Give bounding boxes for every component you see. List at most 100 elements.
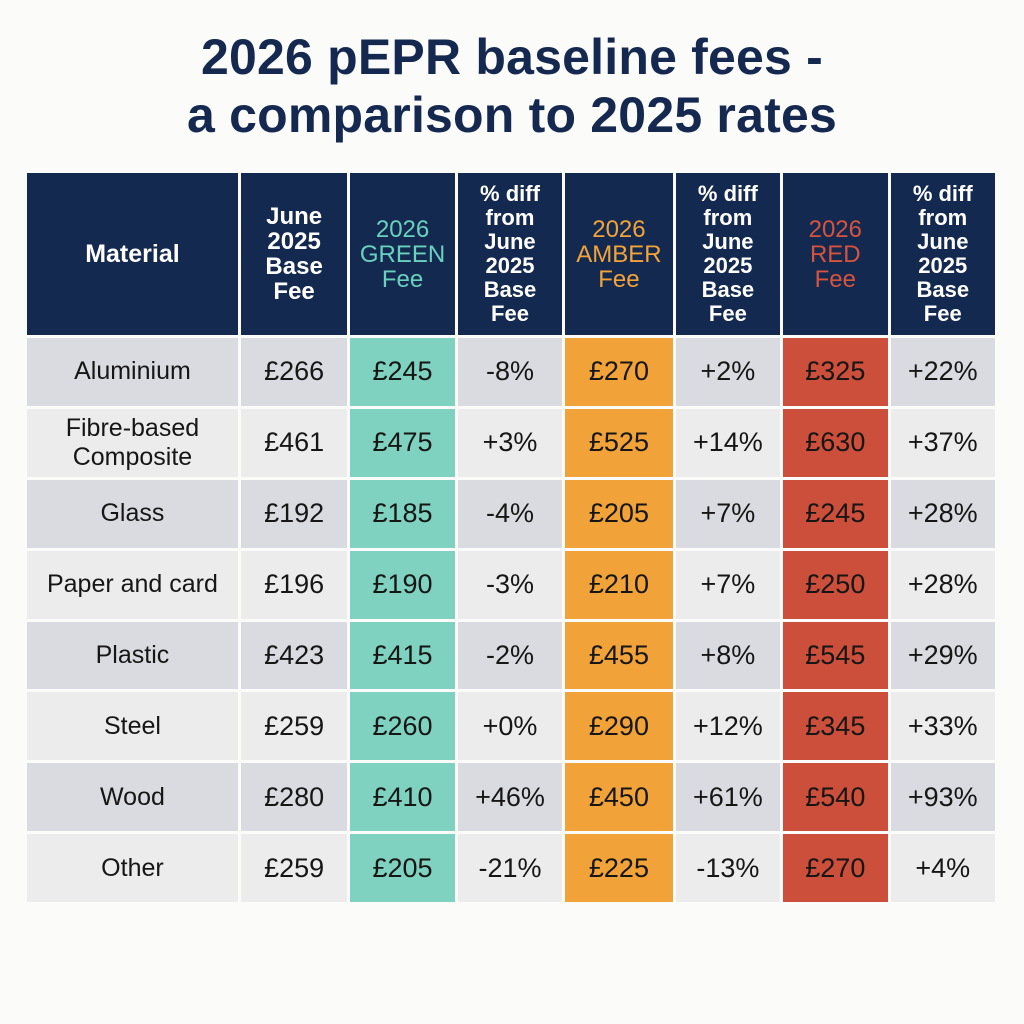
green-diff-cell: +46%	[457, 763, 563, 832]
table-row: Fibre-based Composite £461 £475 +3% £525 +14% £…	[27, 408, 995, 477]
red-diff-cell: +37%	[890, 408, 995, 477]
table-row: Paper and card £196 £190 -3% £210 +7% £250 +28%	[27, 550, 995, 619]
amber-cell: £290	[565, 692, 673, 761]
title-line-2: a comparison to 2025 rates	[187, 87, 837, 143]
column-header-line: June	[484, 229, 536, 254]
red-diff-cell: +28%	[890, 550, 995, 619]
material-label: Paper and card	[46, 570, 218, 599]
column-header-line: 2025	[703, 253, 753, 278]
column-header-red-fee: 2026 RED Fee	[783, 173, 888, 335]
material-label: Glass	[100, 499, 165, 528]
table-row: Glass £192 £185 -4% £205 +7% £245 +28%	[27, 479, 995, 548]
column-header-line: from	[703, 205, 753, 230]
column-header-line: Fee	[814, 265, 856, 293]
red-diff-cell: +29%	[890, 621, 995, 690]
red-cell: £345	[783, 692, 888, 761]
red-cell: £250	[783, 550, 888, 619]
column-header-line: Base	[265, 253, 323, 280]
june-2025-cell: £259	[240, 834, 348, 902]
amber-diff-cell: +2%	[675, 338, 781, 406]
table-row: Steel £259 £260 +0% £290 +12% £345 +33%	[27, 692, 995, 761]
amber-cell: £450	[565, 763, 673, 832]
column-header-line: Base	[483, 277, 537, 302]
column-header-line: 2025	[918, 253, 968, 278]
red-diff-cell: +22%	[890, 338, 995, 406]
column-header-line: Fee	[923, 301, 962, 326]
column-header-line: 2026	[375, 215, 430, 243]
title-line-1: 2026 pEPR baseline fees -	[201, 29, 823, 85]
amber-diff-cell: +7%	[675, 479, 781, 548]
red-cell: £545	[783, 621, 888, 690]
material-cell: Wood	[27, 763, 238, 832]
material-label: Fibre-based	[65, 413, 200, 442]
green-cell: £245	[350, 338, 455, 406]
red-cell: £270	[783, 834, 888, 902]
june-2025-cell: £266	[240, 338, 348, 406]
material-label: Other	[101, 853, 164, 882]
column-header-line: AMBER	[576, 240, 662, 268]
table-row: Other £259 £205 -21% £225 -13% £270 +4%	[27, 834, 995, 902]
column-header-line: Fee	[273, 278, 315, 305]
green-diff-cell: -3%	[457, 550, 563, 619]
amber-diff-cell: +61%	[675, 763, 781, 832]
column-header-amber-pct-diff: % diff from June 2025 Base Fee	[675, 173, 781, 335]
material-cell: Glass	[27, 479, 238, 548]
material-label: Aluminium	[74, 357, 191, 386]
june-2025-cell: £196	[240, 550, 348, 619]
table-row: Plastic £423 £415 -2% £455 +8% £545 +29%	[27, 621, 995, 690]
red-cell: £630	[783, 408, 888, 477]
material-cell: Other	[27, 834, 238, 902]
amber-diff-cell: +8%	[675, 621, 781, 690]
header-row: Material June 2025 Base Fee 2026 GREEN Fee% dif…	[27, 173, 995, 335]
table-row: Wood £280 £410 +46% £450 +61% £540 +93%	[27, 763, 995, 832]
green-cell: £260	[350, 692, 455, 761]
june-2025-cell: £280	[240, 763, 348, 832]
page-title: 2026 pEPR baseline fees - a comparison t…	[0, 28, 1024, 144]
material-label: Steel	[103, 711, 161, 740]
amber-diff-cell: -13%	[675, 834, 781, 902]
table-body: Aluminium £266 £245 -8% £270 +2% £325 +22% Fibre…	[27, 338, 995, 902]
green-diff-cell: -21%	[457, 834, 563, 902]
material-label: Wood	[100, 782, 165, 811]
column-header-line: RED	[809, 240, 861, 268]
amber-diff-cell: +12%	[675, 692, 781, 761]
column-header-line: 2025	[267, 228, 321, 255]
june-2025-cell: £461	[240, 408, 348, 477]
green-diff-cell: -8%	[457, 338, 563, 406]
amber-cell: £205	[565, 479, 673, 548]
green-diff-cell: -4%	[457, 479, 563, 548]
column-header-line: from	[918, 205, 968, 230]
fees-table: Material June 2025 Base Fee 2026 GREEN Fee% dif…	[24, 170, 998, 905]
column-header-line: Material	[85, 239, 180, 268]
red-cell: £245	[783, 479, 888, 548]
green-cell: £185	[350, 479, 455, 548]
amber-cell: £270	[565, 338, 673, 406]
amber-diff-cell: +14%	[675, 408, 781, 477]
column-header-line: Fee	[598, 265, 640, 293]
red-diff-cell: +33%	[890, 692, 995, 761]
red-cell: £325	[783, 338, 888, 406]
column-header-line: GREEN	[359, 240, 446, 268]
amber-cell: £225	[565, 834, 673, 902]
red-cell: £540	[783, 763, 888, 832]
column-header-line: 2026	[808, 215, 862, 243]
column-header-red-pct-diff: % diff from June 2025 Base Fee	[890, 173, 995, 335]
june-2025-cell: £423	[240, 621, 348, 690]
column-header-line: % diff	[912, 181, 973, 206]
column-header-line: from	[485, 205, 535, 230]
red-diff-cell: +4%	[890, 834, 995, 902]
column-header-line: 2025	[485, 253, 535, 278]
material-label: Composite	[72, 442, 193, 471]
amber-cell: £525	[565, 408, 673, 477]
green-diff-cell: +3%	[457, 408, 563, 477]
column-header-line: Base	[701, 277, 755, 302]
column-header-line: June	[702, 229, 754, 254]
column-header-green-fee: 2026 GREEN Fee	[350, 173, 455, 335]
column-header-line: 2026	[592, 215, 646, 243]
red-diff-cell: +93%	[890, 763, 995, 832]
amber-cell: £210	[565, 550, 673, 619]
red-diff-cell: +28%	[890, 479, 995, 548]
table-header: Material June 2025 Base Fee 2026 GREEN Fee% dif…	[27, 173, 995, 335]
green-cell: £415	[350, 621, 455, 690]
table-row: Aluminium £266 £245 -8% £270 +2% £325 +22%	[27, 338, 995, 406]
